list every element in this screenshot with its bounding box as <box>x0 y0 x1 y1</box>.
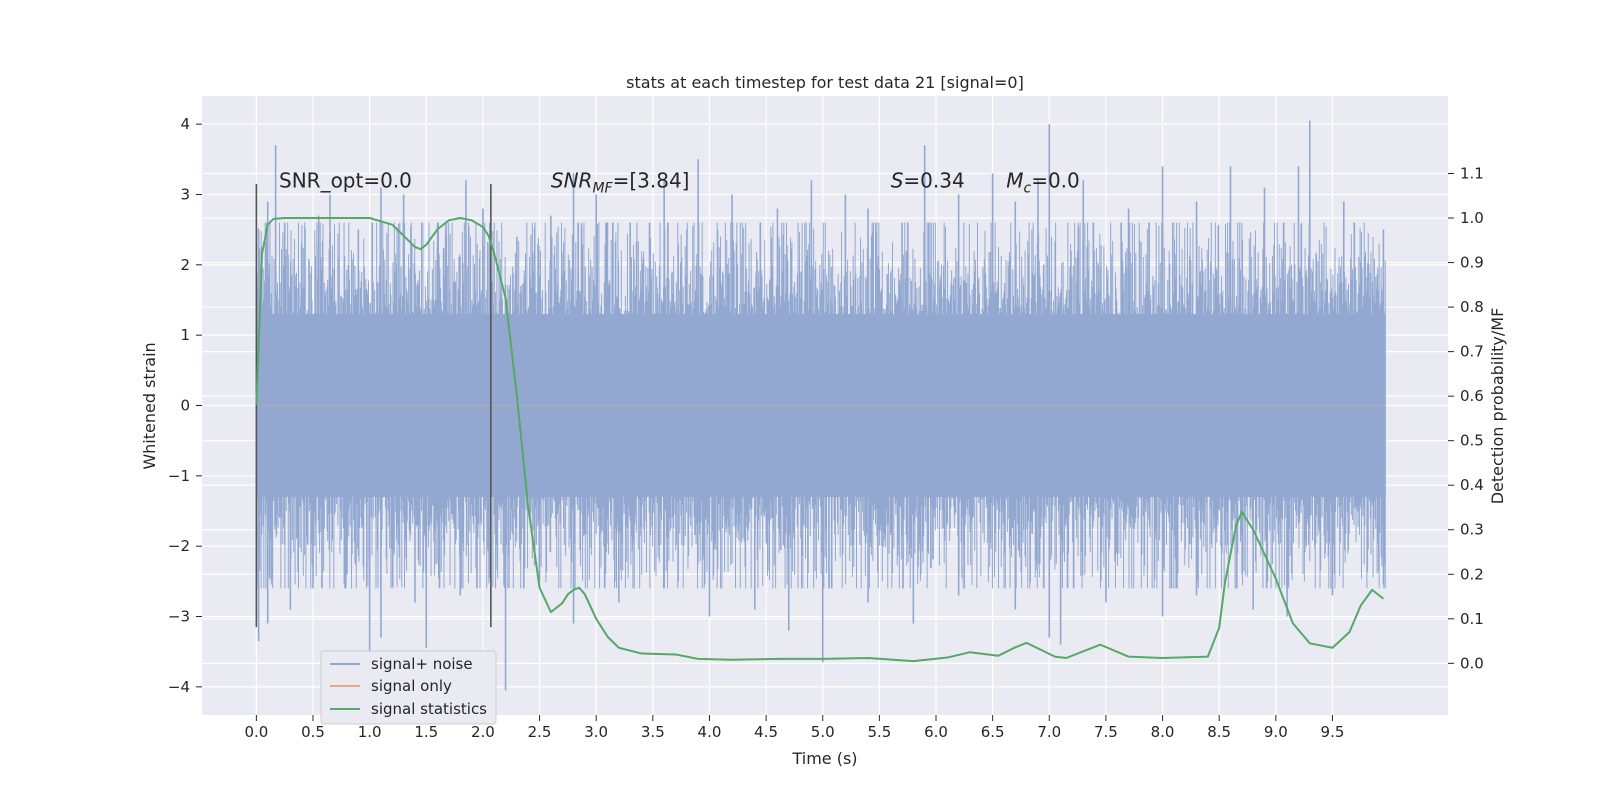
vertical-markers <box>255 183 492 628</box>
x-tick-label: 4.0 <box>698 723 722 741</box>
y-tick-label: 4 <box>180 115 190 133</box>
y2-tick-label: 1.0 <box>1460 209 1484 227</box>
x-tick-label: 5.5 <box>867 723 891 741</box>
legend-label-signal-statistics: signal statistics <box>371 700 487 718</box>
y-tick-label: 2 <box>180 256 190 274</box>
y-tick-label: 0 <box>180 397 190 415</box>
y2-tick-label: 0.3 <box>1460 521 1484 539</box>
legend: signal+ noise signal only signal statist… <box>320 650 497 725</box>
y-axis-ticks: −4 −3 −2 −1 0 1 2 3 4 <box>168 115 202 696</box>
x-tick-label: 5.0 <box>811 723 835 741</box>
y-tick-label: 1 <box>180 326 190 344</box>
x-tick-label: 4.5 <box>754 723 778 741</box>
y2-tick-label: 0.8 <box>1460 298 1484 316</box>
x-tick-label: 0.5 <box>301 723 325 741</box>
y2-axis-label: Detection probability/MF <box>1488 308 1507 505</box>
x-tick-label: 6.0 <box>924 723 948 741</box>
x-tick-label: 1.0 <box>358 723 382 741</box>
y2-tick-label: 0.5 <box>1460 432 1484 450</box>
x-tick-label: 2.0 <box>471 723 495 741</box>
x-axis-ticks: 0.0 0.5 1.0 1.5 2.0 2.5 3.0 3.5 4.0 4.5 5.0 5.5 6.0 6… <box>244 715 1344 741</box>
x-tick-label: 2.5 <box>528 723 552 741</box>
annotations: SNR_opt=0.0 SNRMF=[3.84] S=0.34 Mc=0.0 <box>279 168 1080 196</box>
y2-tick-label: 1.1 <box>1460 164 1484 182</box>
y-tick-label: −2 <box>168 537 190 555</box>
legend-label-signal-only: signal only <box>371 677 452 695</box>
x-tick-label: 1.5 <box>414 723 438 741</box>
y2-tick-label: 0.1 <box>1460 610 1484 628</box>
annotation-s-value: S=0.34 <box>891 168 965 192</box>
y2-tick-label: 0.6 <box>1460 387 1484 405</box>
y2-tick-label: 0.0 <box>1460 654 1484 672</box>
y2-tick-label: 0.9 <box>1460 254 1484 272</box>
annotation-snr-mf: SNRMF=[3.84] <box>551 168 690 196</box>
signal-noise-series <box>255 120 1386 691</box>
y2-tick-label: 0.2 <box>1460 565 1484 583</box>
x-tick-label: 9.5 <box>1321 723 1345 741</box>
x-axis-label: Time (s) <box>791 749 857 768</box>
legend-box <box>320 650 497 725</box>
y2-tick-label: 0.4 <box>1460 476 1484 494</box>
signal-statistics-line <box>255 217 1385 663</box>
x-tick-label: 0.0 <box>244 723 268 741</box>
x-tick-label: 3.0 <box>584 723 608 741</box>
y2-tick-label: 0.7 <box>1460 343 1484 361</box>
chart-title: stats at each timestep for test data 21 … <box>626 73 1024 92</box>
y-axis-label: Whitened strain <box>140 342 159 469</box>
x-tick-label: 7.0 <box>1037 723 1061 741</box>
x-tick-label: 6.5 <box>981 723 1005 741</box>
annotation-mc-value: Mc=0.0 <box>1006 168 1080 196</box>
x-tick-label: 8.5 <box>1207 723 1231 741</box>
x-tick-label: 9.0 <box>1264 723 1288 741</box>
x-tick-label: 3.5 <box>641 723 665 741</box>
signal-statistics-series <box>255 217 1385 663</box>
legend-label-signal-noise: signal+ noise <box>371 655 473 673</box>
y-tick-label: 3 <box>180 185 190 203</box>
y-tick-label: −1 <box>168 467 190 485</box>
y2-axis-ticks: 0.0 0.1 0.2 0.3 0.4 0.5 0.6 0.7 0.8 0.9 1.0 1.1 <box>1448 164 1484 672</box>
x-tick-label: 8.0 <box>1151 723 1175 741</box>
annotation-snr-opt: SNR_opt=0.0 <box>279 168 412 192</box>
y-tick-label: −3 <box>168 608 190 626</box>
x-tick-label: 7.5 <box>1094 723 1118 741</box>
y-tick-label: −4 <box>168 678 190 696</box>
